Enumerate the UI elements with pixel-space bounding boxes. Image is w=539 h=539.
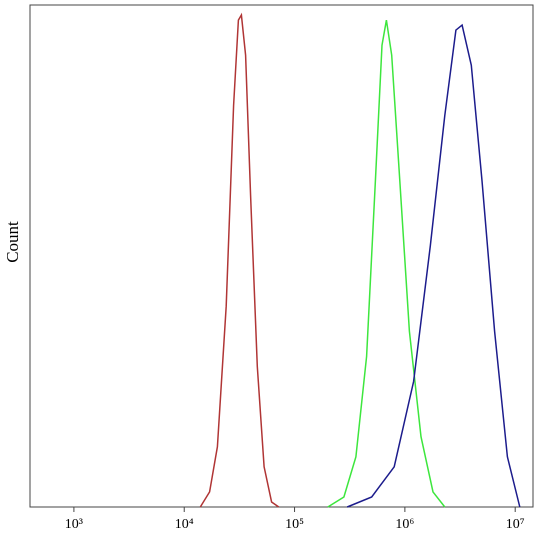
x-tick-label: 10³ (65, 517, 83, 532)
x-tick-label: 10⁴ (175, 517, 194, 532)
x-tick-label: 10⁶ (395, 517, 414, 532)
x-tick-label: 10⁵ (285, 517, 304, 532)
plot-frame (29, 4, 534, 508)
x-tick-label: 10⁷ (506, 517, 525, 532)
y-axis-label: Count (3, 221, 22, 263)
histogram-line (327, 19, 446, 508)
histogram-line (199, 12, 280, 508)
histogram-line (346, 23, 521, 508)
